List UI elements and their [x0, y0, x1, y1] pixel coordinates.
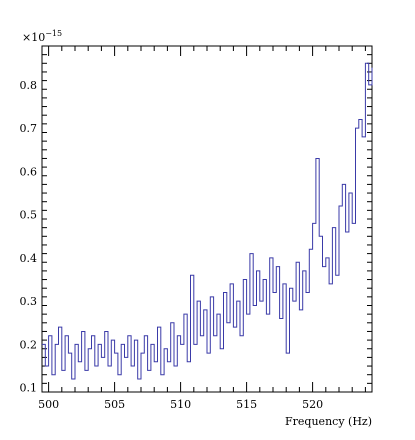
- y-tick-label: 0.4: [20, 252, 38, 265]
- y-tick-label: 0.5: [20, 209, 38, 222]
- y-multiplier-base: ×10: [22, 31, 45, 44]
- y-tick-label: 0.2: [20, 338, 38, 351]
- x-tick-label: 515: [236, 398, 257, 411]
- y-axis-tick-labels: 0.1 0.2 0.3 0.4 0.5 0.6 0.7 0.8: [20, 79, 38, 395]
- y-axis-ticks: [42, 45, 372, 393]
- series-group: [42, 62, 373, 380]
- x-axis-tick-labels: 500 505 510 515 520: [38, 398, 323, 411]
- y-axis-multiplier: ×10−15: [22, 29, 62, 44]
- y-multiplier-exponent: −15: [45, 29, 62, 38]
- x-axis-ticks: [48, 46, 366, 392]
- y-tick-label: 0.6: [20, 165, 38, 178]
- x-tick-label: 520: [302, 398, 323, 411]
- y-tick-label: 0.7: [20, 122, 38, 135]
- y-tick-label: 0.1: [20, 382, 38, 395]
- y-tick-label: 0.3: [20, 295, 38, 308]
- series-line-0: [42, 62, 373, 380]
- x-axis-label: Frequency (Hz): [285, 415, 372, 428]
- x-tick-label: 510: [170, 398, 191, 411]
- y-tick-label: 0.8: [20, 79, 38, 92]
- x-tick-label: 500: [38, 398, 59, 411]
- x-tick-label: 505: [104, 398, 125, 411]
